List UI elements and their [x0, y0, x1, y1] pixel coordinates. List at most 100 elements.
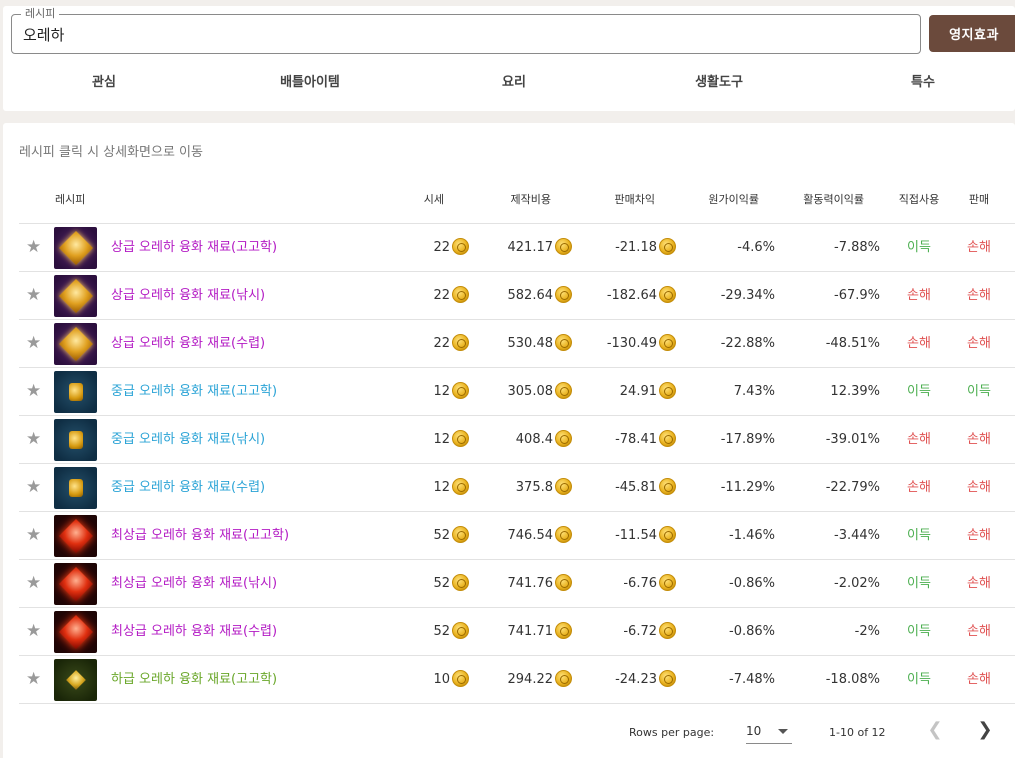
recipe-name-link[interactable]: 중급 오레하 융화 재료(고고학) [111, 384, 278, 399]
recipe-name-link[interactable]: 상급 오레하 융화 재료(수렵) [111, 336, 266, 351]
tab-favorites[interactable]: 관심 [92, 75, 116, 90]
cost-ratio-value: -4.6% [737, 240, 775, 255]
price-value: 10 [433, 672, 450, 687]
tab-special[interactable]: 특수 [911, 75, 935, 90]
star-icon[interactable]: ★ [26, 669, 42, 689]
direct-use-status: 이득 [907, 384, 931, 399]
table-row[interactable]: ★ 상급 오레하 융화 재료(낚시) 22 582.64 -182.64 -29.34% -… [19, 272, 1015, 320]
category-tabs: 관심 배틀아이템 요리 생활도구 특수 [3, 68, 1015, 98]
star-icon[interactable]: ★ [26, 237, 42, 257]
table-row[interactable]: ★ 최상급 오레하 융화 재료(수렵) 52 741.71 -6.72 -0.86% -2%… [19, 608, 1015, 656]
gold-coin-icon [452, 334, 469, 351]
gold-coin-icon [659, 382, 676, 399]
direct-use-status: 손해 [907, 480, 931, 495]
table-row[interactable]: ★ 중급 오레하 융화 재료(수렵) 12 375.8 -45.81 -11.29% -22… [19, 464, 1015, 512]
col-cost: 제작비용 [510, 193, 551, 206]
recipe-thumbnail [54, 419, 97, 461]
energy-ratio-value: -39.01% [825, 432, 880, 447]
price-value: 12 [433, 480, 450, 495]
gold-coin-icon [555, 238, 572, 255]
cost-ratio-value: -7.48% [729, 672, 775, 687]
margin-value: -11.54 [615, 528, 657, 543]
price-value: 22 [433, 336, 450, 351]
star-icon[interactable]: ★ [26, 525, 42, 545]
col-margin: 판매차익 [614, 193, 655, 206]
fusion-material-icon [65, 670, 86, 690]
cost-value: 741.76 [507, 576, 554, 591]
star-icon[interactable]: ★ [26, 477, 42, 497]
recipe-name-link[interactable]: 최상급 오레하 융화 재료(고고학) [111, 528, 290, 543]
tab-cooking[interactable]: 요리 [502, 75, 526, 90]
col-cost-ratio: 원가이익률 [708, 193, 759, 206]
gold-coin-icon [659, 286, 676, 303]
col-energy-ratio: 활동력이익률 [803, 193, 864, 206]
recipe-thumbnail [54, 323, 97, 365]
chevron-left-icon[interactable]: ❮ [927, 719, 943, 740]
gold-coin-icon [555, 478, 572, 495]
energy-ratio-value: -3.44% [834, 528, 880, 543]
table-row[interactable]: ★ 최상급 오레하 융화 재료(고고학) 52 746.54 -11.54 -1.46% -… [19, 512, 1015, 560]
recipe-name-link[interactable]: 최상급 오레하 융화 재료(낚시) [111, 576, 278, 591]
table-row[interactable]: ★ 중급 오레하 융화 재료(낚시) 12 408.4 -78.41 -17.89% -39… [19, 416, 1015, 464]
price-value: 12 [433, 384, 450, 399]
star-icon[interactable]: ★ [26, 429, 42, 449]
recipe-name-link[interactable]: 하급 오레하 융화 재료(고고학) [111, 672, 278, 687]
star-icon[interactable]: ★ [26, 573, 42, 593]
gold-coin-icon [659, 238, 676, 255]
recipe-search-field[interactable]: 레시피 [11, 7, 921, 54]
cost-ratio-value: -29.34% [720, 288, 775, 303]
energy-ratio-value: -22.79% [825, 480, 880, 495]
star-icon[interactable]: ★ [26, 285, 42, 305]
tab-life-tools[interactable]: 생활도구 [695, 75, 743, 90]
cost-ratio-value: -0.86% [729, 576, 775, 591]
recipe-name-link[interactable]: 상급 오레하 융화 재료(고고학) [111, 240, 278, 255]
energy-ratio-value: -2.02% [834, 576, 880, 591]
cost-value: 305.08 [507, 384, 554, 399]
search-panel: 레시피 영지효과 관심 배틀아이템 요리 생활도구 특수 [3, 6, 1015, 111]
cost-value: 746.54 [507, 528, 554, 543]
recipe-name-link[interactable]: 중급 오레하 융화 재료(수렵) [111, 480, 266, 495]
sell-status: 손해 [967, 624, 991, 639]
star-icon[interactable]: ★ [26, 333, 42, 353]
recipe-search-input[interactable] [23, 23, 903, 45]
margin-value: -78.41 [615, 432, 657, 447]
table-row[interactable]: ★ 상급 오레하 융화 재료(고고학) 22 421.17 -21.18 -4.6% -7.… [19, 224, 1015, 272]
tab-battle-items[interactable]: 배틀아이템 [280, 75, 340, 90]
table-row[interactable]: ★ 중급 오레하 융화 재료(고고학) 12 305.08 24.91 7.43% 12.3… [19, 368, 1015, 416]
recipe-thumbnail [54, 515, 97, 557]
cost-value: 375.8 [515, 480, 553, 495]
recipe-name-link[interactable]: 최상급 오레하 융화 재료(수렵) [111, 624, 278, 639]
col-sell: 판매 [968, 193, 990, 206]
direct-use-status: 이득 [907, 528, 931, 543]
recipe-thumbnail [54, 227, 97, 269]
energy-ratio-value: -18.08% [825, 672, 880, 687]
table-row[interactable]: ★ 상급 오레하 융화 재료(수렵) 22 530.48 -130.49 -22.88% -… [19, 320, 1015, 368]
gold-coin-icon [452, 622, 469, 639]
cost-ratio-value: -17.89% [720, 432, 775, 447]
sell-status: 손해 [967, 240, 991, 255]
gold-coin-icon [555, 430, 572, 447]
rows-per-page-value: 10 [746, 724, 762, 738]
margin-value: -182.64 [606, 288, 657, 303]
gold-coin-icon [452, 478, 469, 495]
territory-effect-button[interactable]: 영지효과 [929, 15, 1015, 52]
fusion-material-icon [58, 615, 93, 649]
table-row[interactable]: ★ 최상급 오레하 융화 재료(낚시) 52 741.76 -6.76 -0.86% -2.… [19, 560, 1015, 608]
star-icon[interactable]: ★ [26, 621, 42, 641]
price-value: 12 [433, 432, 450, 447]
gold-coin-icon [659, 574, 676, 591]
sell-status: 손해 [967, 432, 991, 447]
rows-per-page-select[interactable]: 10 [746, 718, 792, 744]
recipe-name-link[interactable]: 중급 오레하 융화 재료(낚시) [111, 432, 266, 447]
gold-coin-icon [452, 430, 469, 447]
fusion-material-icon [58, 567, 93, 601]
recipe-name-link[interactable]: 상급 오레하 융화 재료(낚시) [111, 288, 266, 303]
chevron-right-icon[interactable]: ❯ [977, 719, 993, 740]
sell-status: 손해 [967, 672, 991, 687]
table-row[interactable]: ★ 하급 오레하 융화 재료(고고학) 10 294.22 -24.23 -7.48% -1… [19, 656, 1015, 704]
sell-status: 손해 [967, 288, 991, 303]
fusion-material-icon [68, 479, 83, 497]
fusion-material-icon [58, 519, 93, 553]
fusion-material-icon [68, 383, 83, 401]
star-icon[interactable]: ★ [26, 381, 42, 401]
